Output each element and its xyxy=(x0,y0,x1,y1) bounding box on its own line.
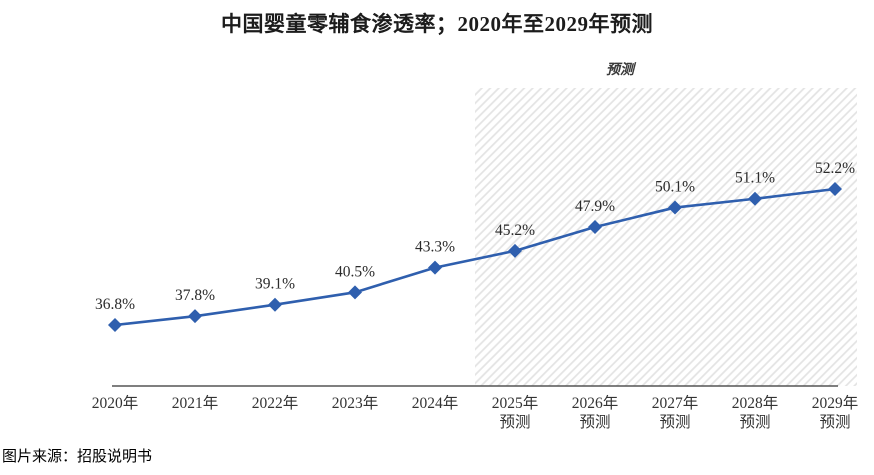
data-point-marker xyxy=(348,285,362,300)
x-axis-sublabel: 预测 xyxy=(659,413,690,431)
forecast-region-label: 预测 xyxy=(606,63,634,78)
data-point-label: 39.1% xyxy=(255,276,295,293)
x-axis-label: 2023年 xyxy=(332,394,379,412)
line-chart: 36.8% 2020年 37.8% 2021年 39.1% 2022年 40.5% 2023年… xyxy=(92,88,859,431)
data-point-marker xyxy=(588,219,602,234)
data-point-marker xyxy=(108,318,122,332)
data-point-marker xyxy=(188,309,202,324)
chart-title: 中国婴童零辅食渗透率；2020年至2029年预测 xyxy=(221,12,653,36)
x-axis-sublabel: 预测 xyxy=(819,413,850,431)
data-point-label: 36.8% xyxy=(95,296,135,313)
data-point-label: 45.2% xyxy=(495,222,535,239)
source-note: 图片来源：招股说明书 xyxy=(2,448,153,465)
x-axis-label: 2022年 xyxy=(252,394,299,412)
data-point-marker xyxy=(828,182,842,197)
x-axis-sublabel: 预测 xyxy=(499,413,530,431)
x-axis-label: 2020年 xyxy=(92,394,139,412)
data-point-marker xyxy=(748,191,762,206)
x-axis-label: 2029年 xyxy=(812,394,859,412)
data-point-marker xyxy=(428,260,442,275)
data-point-label: 40.5% xyxy=(335,263,375,280)
x-axis-label: 2021年 xyxy=(172,394,219,412)
x-axis-label: 2028年 xyxy=(732,394,779,412)
forecast-region xyxy=(475,88,857,386)
x-axis-label: 2024年 xyxy=(412,394,459,412)
x-axis-label: 2026年 xyxy=(572,394,619,412)
data-point-marker xyxy=(508,243,522,258)
data-point-label: 47.9% xyxy=(575,198,615,215)
data-point-marker xyxy=(268,297,282,312)
x-axis-sublabel: 预测 xyxy=(739,413,770,431)
data-point-marker xyxy=(668,200,682,215)
data-point-label: 51.1% xyxy=(735,170,775,187)
data-point-label: 43.3% xyxy=(415,239,455,256)
data-point-label: 37.8% xyxy=(175,287,215,304)
chart-line xyxy=(113,187,837,327)
x-axis-sublabel: 预测 xyxy=(579,413,610,431)
data-point-label: 50.1% xyxy=(655,179,695,196)
x-axis-label: 2025年 xyxy=(492,394,539,412)
x-axis-label: 2027年 xyxy=(652,394,699,412)
data-point-label: 52.2% xyxy=(815,160,855,177)
